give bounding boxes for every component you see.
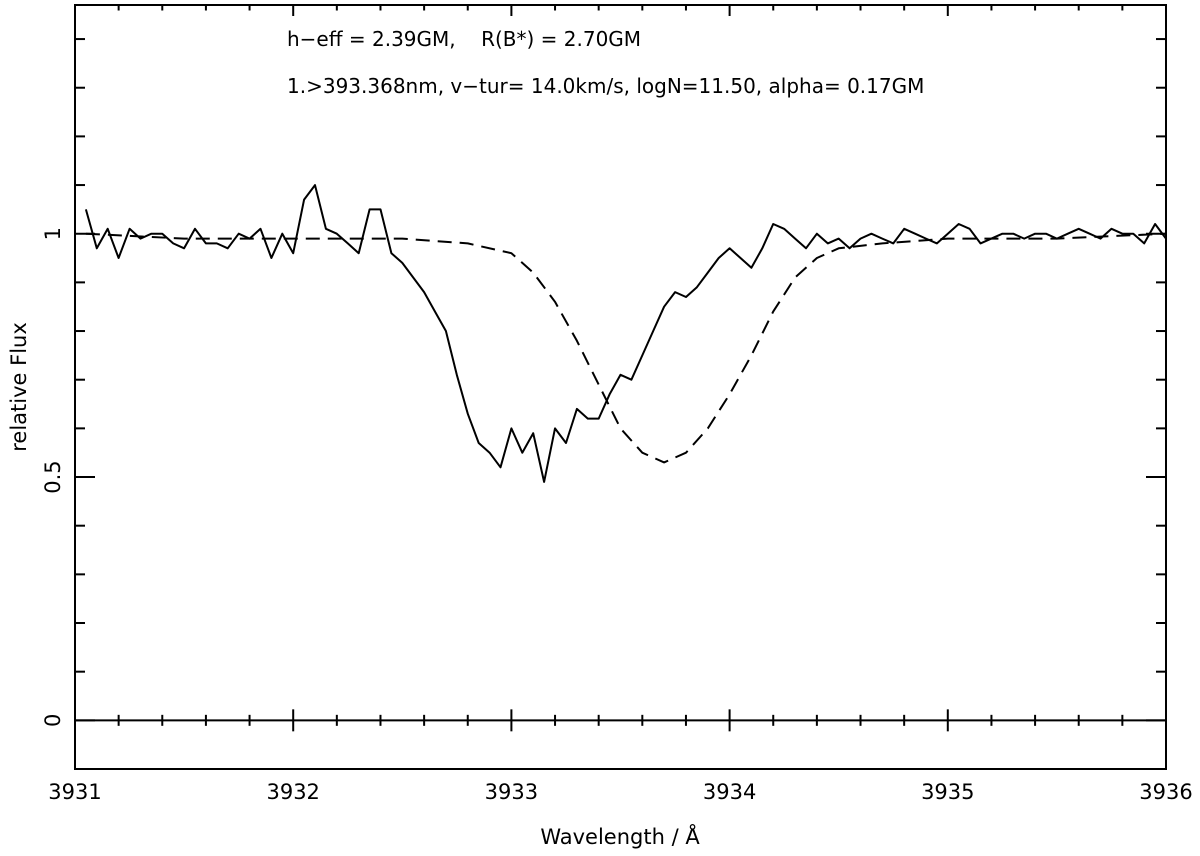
x-tick-label: 3932 <box>266 780 319 804</box>
x-tick-label: 3931 <box>48 780 101 804</box>
annotation-line-1: h−eff = 2.39GM, R(B*) = 2.70GM <box>287 27 641 51</box>
x-tick-label: 3934 <box>703 780 756 804</box>
y-tick-label: 0.5 <box>41 460 65 493</box>
x-tick-label: 3935 <box>921 780 974 804</box>
series-group <box>84 184 1167 483</box>
plot-frame <box>74 4 1167 770</box>
x-axis-title: Wavelength / Å <box>540 823 700 849</box>
axis-ticks <box>74 5 1167 732</box>
observed-spectrum-line <box>84 184 1167 483</box>
model-fit-line <box>85 232 1167 464</box>
y-tick-labels: 00.51 <box>41 227 65 727</box>
annotation-line-2: 1.>393.368nm, v−tur= 14.0km/s, logN=11.5… <box>287 74 924 98</box>
x-tick-label: 3936 <box>1139 780 1192 804</box>
y-tick-label: 1 <box>41 227 65 240</box>
y-tick-label: 0 <box>41 714 65 727</box>
x-tick-label: 3933 <box>485 780 538 804</box>
x-tick-labels: 3931 3932 3933 3934 3935 3936 <box>48 780 1192 804</box>
y-axis-title: relative Flux <box>7 322 31 452</box>
